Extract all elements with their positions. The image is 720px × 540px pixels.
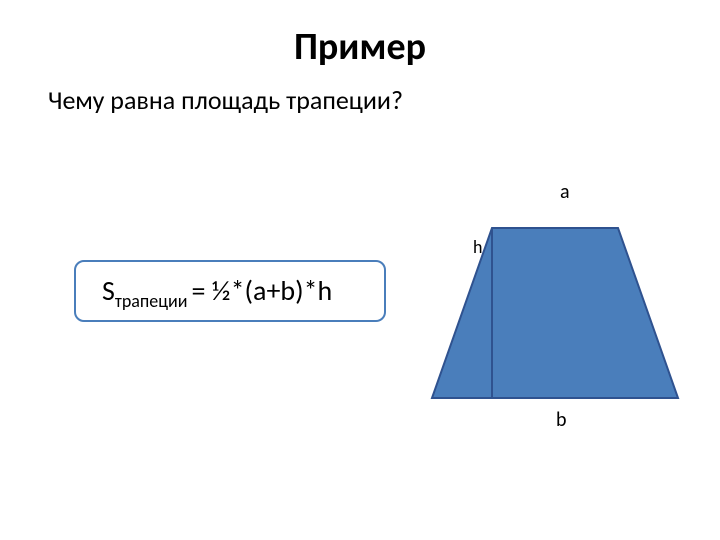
formula-body: = ½*(a+b)*h <box>192 273 333 308</box>
question-text: Чему равна площадь трапеции? <box>0 70 720 116</box>
label-a: a <box>560 180 570 204</box>
formula-subscript: трапеции <box>115 290 192 312</box>
formula-S: S <box>102 273 115 308</box>
formula-box: Sтрапеции = ½*(a+b)*h <box>74 260 386 322</box>
formula-text: Sтрапеции = ½*(a+b)*h <box>102 273 332 309</box>
label-b: b <box>556 408 567 432</box>
label-h: h <box>473 236 482 258</box>
trapezoid-shape <box>432 228 678 398</box>
slide-title: Пример <box>0 0 720 70</box>
